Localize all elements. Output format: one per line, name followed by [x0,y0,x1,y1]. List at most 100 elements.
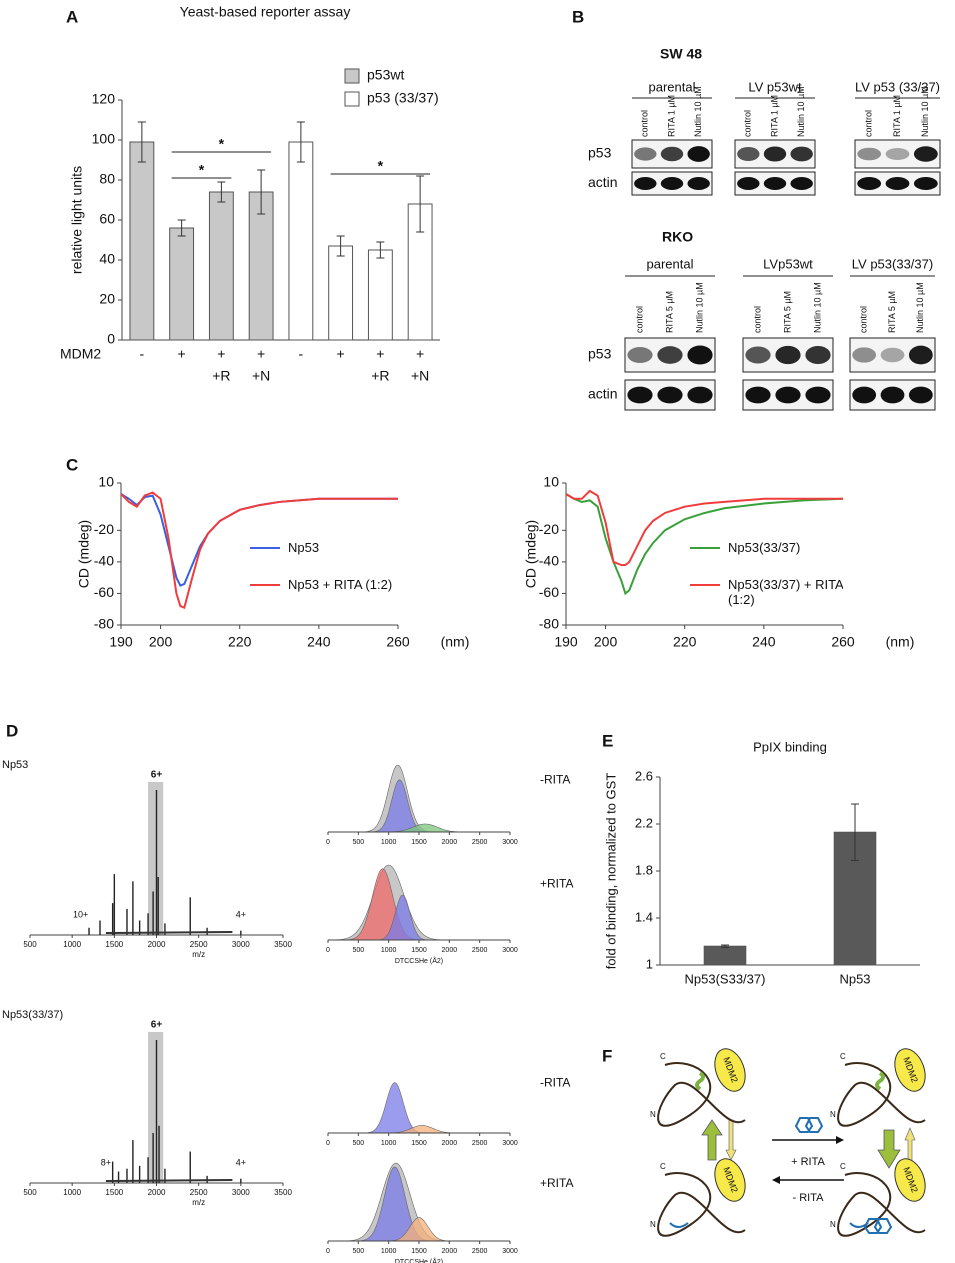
charge-label: 8+ [101,1157,111,1167]
x-tick-label: 1000 [63,940,81,949]
x-tick-label: 3000 [232,940,250,949]
x-tick-label: 500 [352,1248,364,1255]
mdm2 [714,1048,746,1092]
blot-title: SW 48 [660,46,702,62]
charge-label: 6+ [151,1020,163,1031]
legend-label: Np53 + RITA (1:2) [288,577,393,592]
legend-swatch [344,91,360,107]
blot-band [634,177,657,190]
x-tick-label: 1500 [411,1248,427,1255]
mdm2 [894,1158,926,1202]
charge-label: 4+ [236,1157,246,1167]
category-axis-label: MDM2 [60,346,101,362]
x-tick-label: 1500 [105,1188,123,1197]
x-tick-label: 2000 [148,940,166,949]
lane-label: RITA 5 µM [664,291,674,333]
x-axis-label: m/z [192,1198,205,1207]
x-tick-label: 220 [228,634,252,650]
arrow-label: - RITA [793,1192,825,1204]
lane-label: RITA 5 µM [887,291,897,333]
group-label: parental [647,256,694,271]
y-tick-label: 1.8 [635,862,653,877]
terminus-label: N [650,1110,656,1119]
x-tick-label: 3000 [502,1140,518,1147]
tad-segment [695,1071,705,1091]
x-tick-label: 500 [352,1140,364,1147]
legend-label: p53 (33/37) [367,90,439,106]
terminus-label: C [660,1162,666,1171]
line-series [565,493,844,596]
y-tick-label: 10 [543,474,559,490]
x-tick-label: 2500 [472,947,488,954]
condition-label: +RITA [540,877,573,891]
lane-label: Nutlin 10 µM [694,282,704,333]
error-bar [296,121,305,163]
x-tick-label: 0 [326,1248,330,1255]
y-tick-label: 1 [646,956,653,971]
lane-label: Nutlin 10 µM [920,86,930,137]
x-tick-label: 0 [326,947,330,954]
bar [367,249,393,341]
x-tick-label: + [416,346,424,362]
group-label: LVp53wt [763,256,813,271]
y-tick-label: -60 [539,584,559,600]
y-tick-label: 2.6 [635,768,653,783]
chart-title: PpIX binding [753,739,827,754]
y-tick-label: 2.2 [635,815,653,830]
y-tick-label: -80 [94,616,114,632]
x-tick-label: 1000 [381,947,397,954]
chart-title: Yeast-based reporter assay [180,4,351,20]
line-series [120,491,398,609]
x-tick-label: 2000 [442,1248,458,1255]
panel-label: E [602,731,613,750]
blot-band [627,386,653,404]
y-tick-label: -20 [94,521,114,537]
rita-icon [794,1117,824,1133]
ccs-component [328,1125,510,1134]
x-tick-label: + [217,346,225,362]
legend-label-box: Np53 + RITA (1:2) [288,577,393,592]
x-tick-label: 200 [594,634,618,650]
baseline-noise [105,931,233,934]
x-tick-sublabel: +R [212,368,230,384]
x-tick-label: 1500 [105,940,123,949]
significance-label: * [199,162,205,178]
x-tick-label: + [376,346,384,362]
blot-band [687,177,710,190]
y-tick-label: 100 [92,131,116,147]
y-axis-label: CD (mdeg) [523,520,539,588]
blot-band [763,146,787,162]
blot-band [660,177,684,190]
panel-labels: A B C D E F [6,7,613,1065]
bar [288,141,314,341]
ccs-component [328,868,510,941]
condition-label: -RITA [540,1076,570,1090]
row-label: p53 [588,145,612,161]
x-tick-sublabel: +R [371,368,389,384]
legend-label: Np53 [288,540,320,555]
lane-label: Nutlin 10 µM [812,282,822,333]
blot-band [908,386,933,404]
x-tick-label: - [299,346,304,362]
x-tick-label: 0 [326,839,330,846]
blot-band [745,386,771,404]
blot-band [775,386,801,404]
x-tick-label: 190 [554,634,578,650]
x-tick-label: + [257,346,265,362]
legend-label-box: Np53 [288,540,320,555]
error-bar [721,944,729,948]
legend-label-box: Np53(33/37) [728,540,800,555]
line-series [565,489,843,567]
protein-chain [837,1062,926,1127]
y-tick-label: 80 [99,171,115,187]
lane-label: Nutlin 10 µM [693,86,703,137]
x-tick-label: 2000 [442,1140,458,1147]
x-tick-label: 1000 [381,839,397,846]
blot-band [634,147,657,161]
x-tick-label: + [178,346,186,362]
y-axis-label: fold of binding, normalized to GST [603,773,618,970]
lane-label: control [743,110,753,137]
x-axis-label: DTCCSHe (Å2) [395,956,443,965]
y-tick-label: -40 [539,553,559,569]
